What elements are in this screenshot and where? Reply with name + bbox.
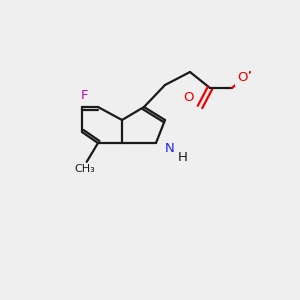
Text: F: F xyxy=(81,88,89,101)
Text: CH₃: CH₃ xyxy=(74,164,95,174)
Text: N: N xyxy=(165,142,175,154)
Text: O: O xyxy=(183,91,193,103)
Text: O: O xyxy=(237,71,247,85)
Text: H: H xyxy=(178,152,188,164)
